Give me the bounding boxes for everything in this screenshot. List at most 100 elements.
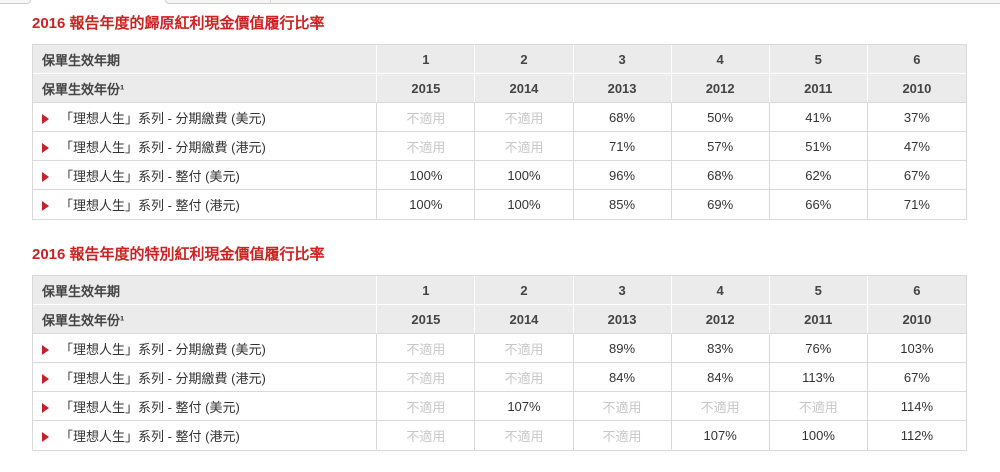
value-cell: 68%	[671, 161, 770, 190]
header-cell: 2010	[867, 74, 966, 103]
value-cell: 57%	[671, 132, 770, 161]
na-value-cell: 不適用	[475, 132, 574, 161]
na-value-cell: 不適用	[377, 132, 476, 161]
expand-arrow-icon	[42, 373, 49, 384]
header-cell: 2011	[769, 305, 868, 334]
header-cell: 2011	[769, 74, 868, 103]
table-row: 「理想人生」系列 - 分期繳費 (美元) 不適用 不適用 68% 50% 41% 37%	[33, 103, 966, 132]
value-cell: 107%	[475, 392, 574, 421]
row-label-cell[interactable]: 「理想人生」系列 - 分期繳費 (美元)	[33, 103, 378, 132]
header-label: 保單生效年份¹	[33, 305, 378, 334]
row-label-cell[interactable]: 「理想人生」系列 - 分期繳費 (美元)	[33, 334, 378, 363]
row-label-cell[interactable]: 「理想人生」系列 - 整付 (港元)	[33, 190, 378, 219]
header-row-policy-year-period: 保單生效年期 1 2 3 4 5 6	[33, 45, 966, 74]
row-label: 「理想人生」系列 - 分期繳費 (港元)	[60, 370, 266, 386]
expand-arrow-icon	[42, 113, 49, 124]
tab-bar-remnant	[0, 0, 1000, 6]
table-row: 「理想人生」系列 - 分期繳費 (港元) 不適用 不適用 71% 57% 51% 47%	[33, 132, 966, 161]
na-value-cell: 不適用	[475, 103, 574, 132]
header-cell: 2013	[573, 305, 672, 334]
row-label: 「理想人生」系列 - 整付 (美元)	[60, 399, 240, 415]
value-cell: 69%	[671, 190, 770, 219]
header-cell: 1	[377, 276, 476, 305]
value-cell: 84%	[671, 363, 770, 392]
header-cell: 3	[573, 276, 672, 305]
header-cell: 2	[475, 276, 574, 305]
tab-remnant-right[interactable]	[165, 0, 1000, 4]
value-cell: 107%	[671, 421, 770, 450]
header-cell: 2013	[573, 74, 672, 103]
value-cell: 67%	[867, 161, 966, 190]
header-label: 保單生效年期	[33, 276, 378, 305]
table-title: 2016 報告年度的歸原紅利現金價值履行比率	[32, 15, 325, 32]
na-value-cell: 不適用	[377, 363, 476, 392]
row-label: 「理想人生」系列 - 分期繳費 (港元)	[60, 139, 266, 155]
value-cell: 37%	[867, 103, 966, 132]
value-cell: 103%	[867, 334, 966, 363]
table-row: 「理想人生」系列 - 分期繳費 (港元) 不適用 不適用 84% 84% 113% 67%	[33, 363, 966, 392]
header-row-policy-year: 保單生效年份¹ 2015 2014 2013 2012 2011 2010	[33, 74, 966, 103]
value-cell: 100%	[377, 190, 476, 219]
value-cell: 112%	[867, 421, 966, 450]
header-cell: 3	[573, 45, 672, 74]
value-cell: 76%	[769, 334, 868, 363]
header-cell: 2015	[377, 74, 476, 103]
header-label: 保單生效年期	[33, 45, 378, 74]
row-label: 「理想人生」系列 - 分期繳費 (美元)	[60, 341, 266, 357]
value-cell: 47%	[867, 132, 966, 161]
value-cell: 67%	[867, 363, 966, 392]
na-value-cell: 不適用	[769, 392, 868, 421]
na-value-cell: 不適用	[573, 421, 672, 450]
header-cell: 2	[475, 45, 574, 74]
value-cell: 84%	[573, 363, 672, 392]
row-label: 「理想人生」系列 - 整付 (港元)	[60, 198, 240, 213]
value-cell: 113%	[769, 363, 868, 392]
na-value-cell: 不適用	[671, 392, 770, 421]
header-cell: 2015	[377, 305, 476, 334]
na-value-cell: 不適用	[377, 103, 476, 132]
tab-remnant-left[interactable]	[0, 0, 31, 4]
fulfillment-table-section: 2016 報告年度的特別紅利現金價值履行比率 保單生效年期 1 2 3 4 5 6 保單生效年份…	[32, 247, 967, 451]
table-row: 「理想人生」系列 - 整付 (美元) 100% 100% 96% 68% 62% 67%	[33, 161, 966, 190]
row-label: 「理想人生」系列 - 整付 (美元)	[60, 168, 240, 184]
expand-arrow-icon	[42, 171, 49, 182]
row-label-cell[interactable]: 「理想人生」系列 - 整付 (美元)	[33, 392, 378, 421]
fulfillment-table-section: 2016 報告年度的歸原紅利現金價值履行比率保單生效年期 1 2 3 4 5 6 保單生效年份…	[32, 16, 967, 220]
header-cell: 2010	[867, 305, 966, 334]
value-cell: 96%	[573, 161, 672, 190]
row-label: 「理想人生」系列 - 整付 (港元)	[60, 429, 240, 444]
header-cell: 2012	[671, 74, 770, 103]
value-cell: 89%	[573, 334, 672, 363]
header-row-policy-year-period: 保單生效年期 1 2 3 4 5 6	[33, 276, 966, 305]
value-cell: 100%	[475, 161, 574, 190]
value-cell: 114%	[867, 392, 966, 421]
na-value-cell: 不適用	[377, 392, 476, 421]
row-label-cell[interactable]: 「理想人生」系列 - 整付 (美元)	[33, 161, 378, 190]
header-cell: 4	[671, 45, 770, 74]
na-value-cell: 不適用	[475, 363, 574, 392]
value-cell: 41%	[769, 103, 868, 132]
header-label: 保單生效年份¹	[33, 74, 378, 103]
header-cell: 1	[377, 45, 476, 74]
value-cell: 100%	[377, 161, 476, 190]
na-value-cell: 不適用	[377, 334, 476, 363]
fulfillment-table: 保單生效年期 1 2 3 4 5 6 保單生效年份¹ 2015 2014 2013 2012 2011 2…	[32, 275, 967, 451]
row-label-cell[interactable]: 「理想人生」系列 - 分期繳費 (港元)	[33, 363, 378, 392]
value-cell: 66%	[769, 190, 868, 219]
value-cell: 50%	[671, 103, 770, 132]
table-row: 「理想人生」系列 - 整付 (美元) 不適用 107% 不適用 不適用 不適用 114%	[33, 392, 966, 421]
row-label-cell[interactable]: 「理想人生」系列 - 分期繳費 (港元)	[33, 132, 378, 161]
row-label: 「理想人生」系列 - 分期繳費 (美元)	[60, 110, 266, 126]
row-label-cell[interactable]: 「理想人生」系列 - 整付 (港元)	[33, 421, 378, 450]
fulfillment-table: 保單生效年期 1 2 3 4 5 6 保單生效年份¹ 2015 2014 2013 2012 2011 2…	[32, 44, 967, 220]
table-row: 「理想人生」系列 - 分期繳費 (美元) 不適用 不適用 89% 83% 76% 103%	[33, 334, 966, 363]
value-cell: 100%	[769, 421, 868, 450]
header-cell: 5	[769, 276, 868, 305]
value-cell: 83%	[671, 334, 770, 363]
expand-arrow-icon	[42, 344, 49, 355]
expand-arrow-icon	[42, 201, 49, 211]
value-cell: 85%	[573, 190, 672, 219]
header-cell: 2012	[671, 305, 770, 334]
expand-arrow-icon	[42, 402, 49, 413]
na-value-cell: 不適用	[377, 421, 476, 450]
